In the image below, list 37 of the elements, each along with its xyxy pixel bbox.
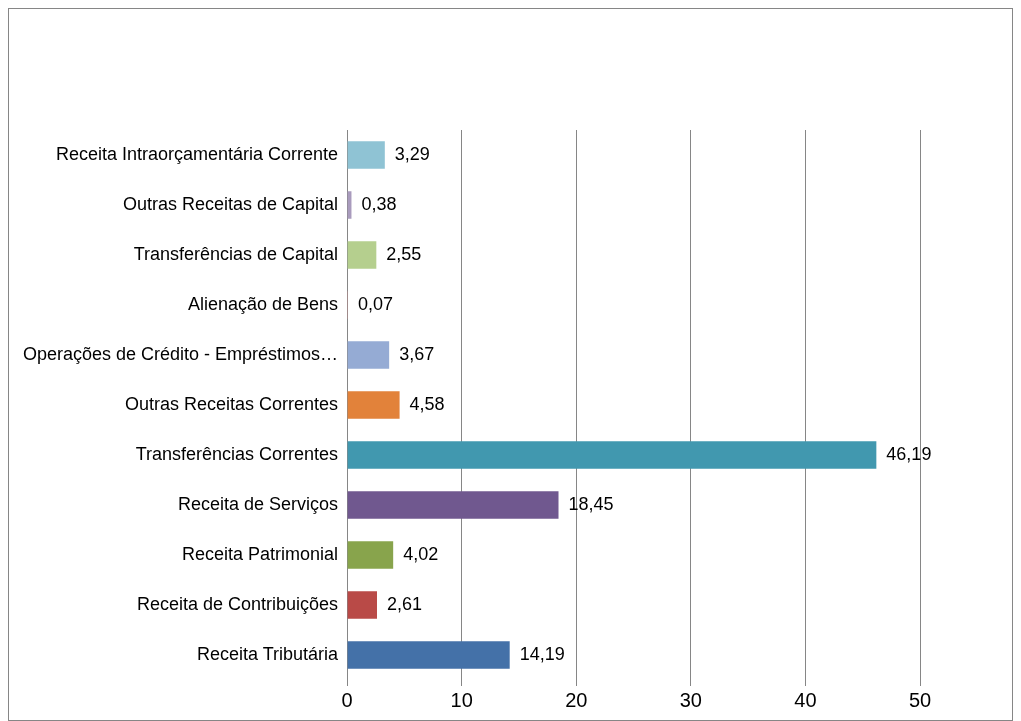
bar <box>347 641 510 669</box>
data-label: 3,67 <box>399 343 435 364</box>
y-tick-label: Transferências de Capital <box>133 243 339 264</box>
data-label: 3,29 <box>394 143 430 164</box>
bar <box>347 541 394 569</box>
y-tick-label: Receita de Contribuições <box>136 593 339 614</box>
y-tick-label: Receita Intraorçamentária Corrente <box>55 143 339 164</box>
y-tick-label: Operações de Crédito - Empréstimos… <box>22 343 339 364</box>
data-label: 0,07 <box>357 293 393 314</box>
data-label: 2,55 <box>386 243 422 264</box>
x-tick-label: 30 <box>679 688 702 711</box>
y-tick-label: Transferências Correntes <box>135 443 339 464</box>
bar <box>347 341 390 369</box>
data-label: 46,19 <box>886 443 932 464</box>
data-label: 18,45 <box>568 493 614 514</box>
x-tick-label: 40 <box>794 688 817 711</box>
y-tick-label: Receita Tributária <box>197 643 340 664</box>
data-label: 0,38 <box>361 193 397 214</box>
y-tick-label: Receita Patrimonial <box>182 543 339 564</box>
x-tick-label: 20 <box>565 688 588 711</box>
y-tick-label: Outras Receitas Correntes <box>125 393 339 414</box>
y-tick-label: Outras Receitas de Capital <box>123 193 339 214</box>
x-tick-label: 0 <box>341 688 353 711</box>
bar <box>347 391 400 419</box>
data-label: 14,19 <box>519 643 565 664</box>
x-tick-label: 50 <box>908 688 932 711</box>
data-label: 2,61 <box>387 593 423 614</box>
y-tick-label: Alienação de Bens <box>188 293 339 314</box>
bar <box>347 141 385 169</box>
y-tick-label: Receita de Serviços <box>178 493 339 514</box>
data-label: 4,02 <box>403 543 439 564</box>
bar <box>347 241 377 269</box>
bar <box>347 441 877 469</box>
bar <box>347 591 378 619</box>
x-tick-label: 10 <box>450 688 473 711</box>
bar <box>347 491 559 519</box>
data-label: 4,58 <box>409 393 445 414</box>
